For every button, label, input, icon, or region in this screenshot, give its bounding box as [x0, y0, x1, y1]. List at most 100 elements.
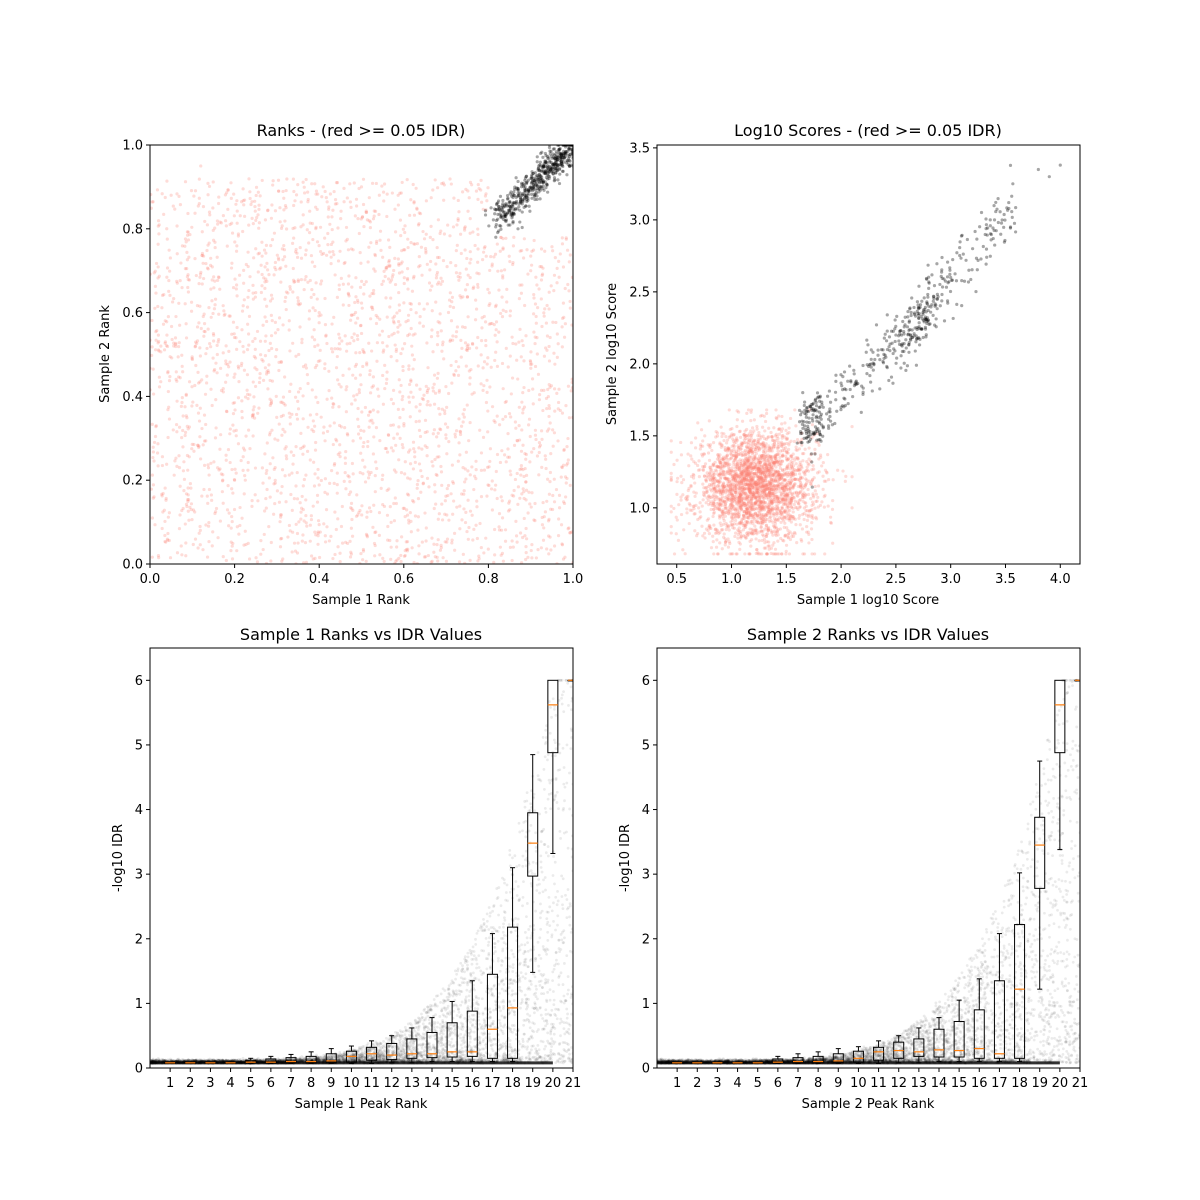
ranks-red-point [240, 409, 244, 414]
scores-red-point [807, 457, 811, 461]
scores-red-point [778, 508, 782, 513]
ranks-red-point [310, 260, 314, 264]
ranks-red-point [407, 364, 411, 368]
ranks-red-point [230, 557, 235, 561]
scores-red-point [754, 531, 758, 535]
ranks-red-point [162, 293, 166, 297]
ranks-red-point [533, 501, 537, 506]
ranks-red-point [212, 460, 216, 464]
ranks-black-point [518, 220, 522, 224]
ranks-red-point [344, 239, 348, 243]
scores-red-point [794, 424, 798, 428]
ranks-red-point [431, 188, 435, 192]
scores-red-point [751, 457, 756, 461]
ranks-red-point [515, 540, 519, 544]
scores-plot-content [669, 163, 1062, 556]
scores-red-point [746, 530, 750, 535]
scores-red-point [805, 468, 809, 472]
ranks-red-point [281, 189, 285, 194]
scores-red-point [789, 439, 793, 443]
ranks-red-point [290, 508, 294, 512]
ranks-red-point [223, 312, 227, 316]
ranks-red-point [177, 454, 181, 458]
ranks-red-point [263, 339, 267, 343]
ranks-red-point [399, 553, 403, 558]
ranks-red-point [154, 424, 158, 428]
ranks-red-point [381, 473, 385, 477]
ranks-red-point [264, 496, 268, 501]
ranks-red-point [465, 529, 469, 534]
ranks-red-point [251, 434, 255, 438]
scores-red-point [752, 471, 757, 476]
ranks-red-point [224, 344, 228, 348]
scores-red-point [756, 551, 760, 555]
ranks-black-point [523, 187, 527, 191]
scores-red-point [720, 512, 724, 517]
ranks-black-point [548, 168, 553, 172]
ranks-red-point [281, 258, 285, 262]
ranks-red-point [257, 226, 261, 230]
ranks-red-point [489, 254, 493, 259]
ranks-red-point [259, 290, 263, 295]
ranks-red-point [371, 452, 375, 456]
scores-red-point [782, 493, 786, 497]
scores-red-point [764, 546, 768, 550]
scores-red-point [778, 462, 782, 466]
scores-red-point [785, 526, 789, 530]
scores-red-point [751, 483, 755, 487]
ranks-black-point [511, 192, 515, 197]
scores-red-point [728, 427, 732, 432]
scores-red-point [772, 496, 776, 500]
ranks-red-point [187, 278, 191, 282]
ranks-red-point [560, 411, 565, 415]
scores-red-point [785, 474, 790, 478]
ranks-black-point [553, 157, 558, 161]
scores-red-point [778, 490, 782, 494]
scores-red-point [726, 525, 730, 529]
ranks-black-point [552, 155, 556, 160]
ranks-red-point [361, 558, 365, 562]
ranks-red-point [248, 447, 252, 451]
ranks-red-point [540, 272, 545, 276]
ranks-red-point [536, 548, 540, 552]
scores-red-point [722, 489, 726, 493]
scores-red-point [769, 502, 774, 506]
scores-red-point [733, 466, 738, 470]
ranks-red-point [524, 334, 528, 338]
ranks-black-point [560, 153, 564, 157]
scores-red-point [738, 505, 743, 510]
ranks-black-point [540, 178, 544, 182]
ranks-black-point [545, 161, 549, 165]
ranks-red-point [406, 547, 410, 551]
scores-red-point [753, 529, 757, 533]
scores-red-point [750, 478, 754, 482]
scores-red-point [738, 494, 742, 498]
scores-red-point [754, 445, 758, 449]
scores-red-point [788, 530, 792, 534]
scores-red-point [792, 469, 796, 473]
scores-red-point [700, 524, 704, 528]
ranks-red-point [156, 242, 160, 246]
scores-red-point [776, 496, 780, 500]
ranks-red-point [537, 398, 542, 402]
scores-red-point [738, 496, 742, 500]
scores-red-point [801, 495, 805, 499]
ranks-black-point [554, 162, 558, 167]
ranks-black-point [553, 153, 557, 157]
scores-red-point [753, 496, 758, 500]
ranks-red-point [184, 541, 188, 545]
ranks-black-point [520, 181, 524, 185]
ranks-red-point [406, 267, 410, 271]
scores-red-point [756, 440, 760, 444]
scores-red-point [772, 512, 776, 516]
ranks-black-point [496, 212, 500, 217]
ranks-red-point [231, 541, 235, 546]
ranks-red-point [486, 483, 490, 487]
scores-red-point [747, 475, 751, 479]
ranks-red-point [549, 507, 553, 511]
ranks-red-point [386, 538, 390, 542]
ranks-red-point [464, 187, 468, 191]
ranks-red-point [438, 412, 442, 416]
scores-red-point [770, 531, 774, 535]
scores-red-point [740, 486, 745, 490]
